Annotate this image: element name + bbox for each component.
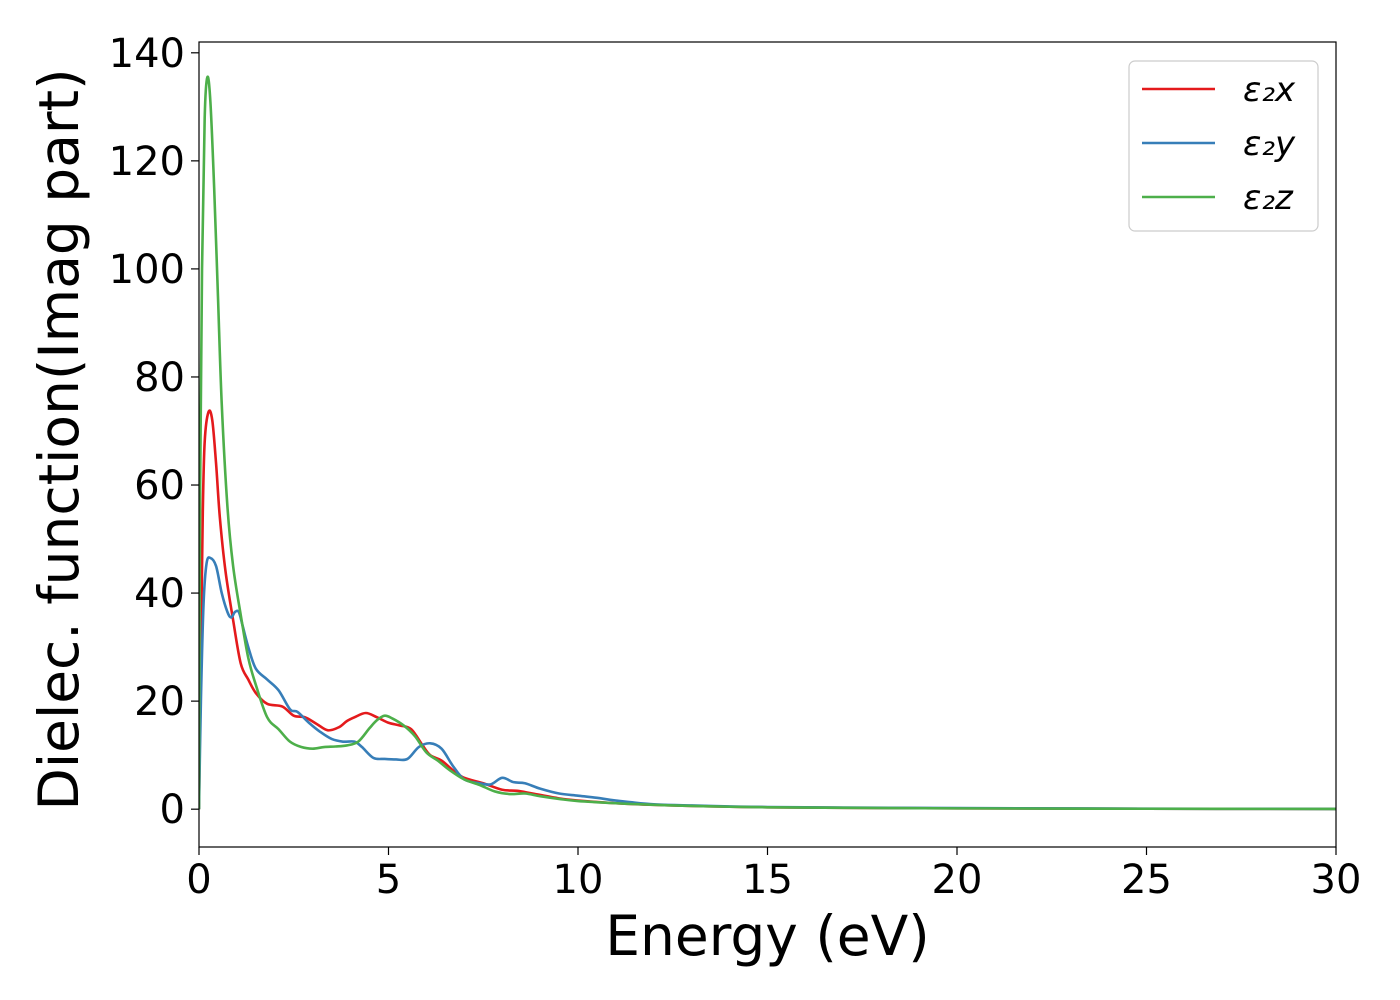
y-tick-label: 60 bbox=[134, 463, 185, 509]
legend-eps2z-label: ε₂z bbox=[1243, 178, 1294, 218]
y-tick-label: 40 bbox=[134, 571, 185, 617]
x-axis: 0 5 10 15 20 25 30 bbox=[186, 847, 1361, 903]
legend: ε₂x ε₂y ε₂z bbox=[1128, 60, 1319, 232]
y-axis-title: Dielec. function(Imag part) bbox=[27, 68, 91, 810]
x-tick-label: 20 bbox=[932, 857, 983, 903]
legend-box bbox=[1128, 60, 1319, 232]
y-tick-label: 100 bbox=[109, 247, 185, 293]
x-tick-label: 10 bbox=[553, 857, 604, 903]
series-layer bbox=[199, 75, 1336, 811]
y-tick-label: 20 bbox=[134, 679, 185, 725]
series-eps2y-line bbox=[199, 556, 1336, 811]
x-tick-label: 15 bbox=[742, 857, 793, 903]
series-eps2z-line bbox=[199, 75, 1336, 811]
x-tick-label: 0 bbox=[186, 857, 211, 903]
x-tick-label: 25 bbox=[1121, 857, 1172, 903]
y-tick-label: 0 bbox=[160, 787, 185, 833]
y-tick-label: 120 bbox=[109, 139, 185, 185]
x-axis-title: Energy (eV) bbox=[605, 904, 929, 968]
y-tick-label: 140 bbox=[109, 31, 185, 77]
y-axis: 0 20 40 60 80 100 120 140 bbox=[109, 31, 199, 833]
legend-eps2y-label: ε₂y bbox=[1243, 124, 1296, 164]
legend-eps2x-label: ε₂x bbox=[1243, 70, 1296, 110]
x-tick-label: 30 bbox=[1311, 857, 1362, 903]
y-tick-label: 80 bbox=[134, 355, 185, 401]
x-tick-label: 5 bbox=[376, 857, 401, 903]
series-eps2x-line bbox=[199, 409, 1336, 811]
